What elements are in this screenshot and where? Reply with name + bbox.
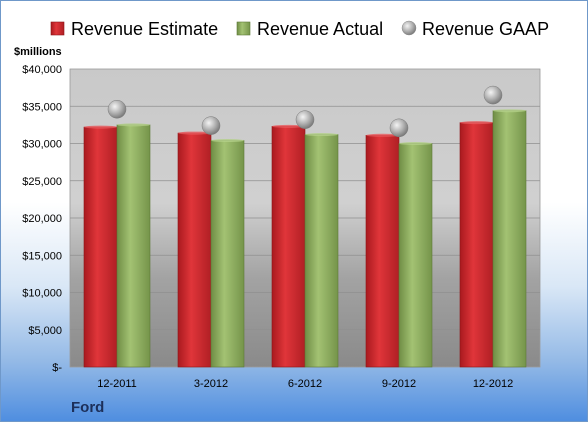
bar-actual-top (305, 133, 338, 137)
legend-label-gaap: Revenue GAAP (422, 19, 549, 39)
bar-estimate (365, 135, 400, 368)
y-tick-label: $40,000 (22, 64, 62, 76)
legend-swatch-estimate (50, 21, 65, 36)
y-tick-label: $- (52, 362, 62, 374)
gaap-marker (107, 99, 127, 119)
x-tick-label: 6-2012 (288, 378, 322, 390)
bars (83, 109, 527, 368)
x-tick-label: 9-2012 (382, 378, 416, 390)
legend-swatch-actual (236, 21, 251, 36)
y-tick-label: $20,000 (22, 213, 62, 225)
chart-legend: Revenue Estimate Revenue Actual Revenue … (50, 19, 549, 39)
bar-actual (492, 110, 527, 368)
legend-label-actual: Revenue Actual (257, 19, 383, 39)
bar-estimate (83, 126, 118, 368)
gaap-markers (107, 85, 503, 138)
y-tick-label: $10,000 (22, 288, 62, 300)
legend-item-estimate: Revenue Estimate (50, 19, 218, 39)
y-tick-label: $15,000 (22, 250, 62, 262)
bar-estimate-top (366, 133, 399, 137)
bar-actual-top (117, 123, 150, 127)
x-tick-label: 12-2012 (473, 378, 513, 390)
y-tick-label: $30,000 (22, 139, 62, 151)
gaap-marker (389, 118, 409, 138)
bar-estimate-top (178, 131, 211, 135)
x-tick-label: 3-2012 (194, 378, 228, 390)
y-axis-ticks: $- $5,000 $10,000 $15,000 $20,000 $25,000 $30,… (22, 64, 62, 374)
gaap-marker (201, 116, 221, 135)
gaap-marker (483, 85, 503, 105)
bar-estimate (177, 132, 212, 368)
legend-label-estimate: Revenue Estimate (71, 19, 218, 39)
y-tick-label: $5,000 (28, 325, 62, 337)
y-tick-label: $35,000 (22, 101, 62, 113)
company-name: Ford (71, 399, 104, 416)
bar-actual (398, 143, 433, 368)
bar-estimate-top (84, 125, 117, 129)
bar-actual-top (493, 109, 526, 113)
x-tick-label: 12-2011 (97, 378, 137, 390)
y-tick-label: $25,000 (22, 176, 62, 188)
legend-swatch-gaap (401, 20, 417, 36)
bar-estimate (271, 126, 306, 368)
bar-estimate-top (272, 124, 305, 128)
bar-estimate (459, 122, 494, 368)
bar-actual (116, 124, 151, 368)
bar-actual-top (211, 139, 244, 143)
legend-item-gaap: Revenue GAAP (401, 19, 549, 39)
bar-actual (210, 140, 245, 368)
y-axis-unit-label: $millions (14, 46, 62, 58)
bar-actual (304, 134, 339, 368)
bar-actual-top (399, 142, 432, 145)
gaap-marker (295, 110, 315, 129)
legend-item-actual: Revenue Actual (236, 19, 383, 39)
x-axis-ticks: 12-2011 3-2012 6-2012 9-2012 12-2012 (97, 378, 513, 390)
bar-estimate-top (460, 121, 493, 125)
